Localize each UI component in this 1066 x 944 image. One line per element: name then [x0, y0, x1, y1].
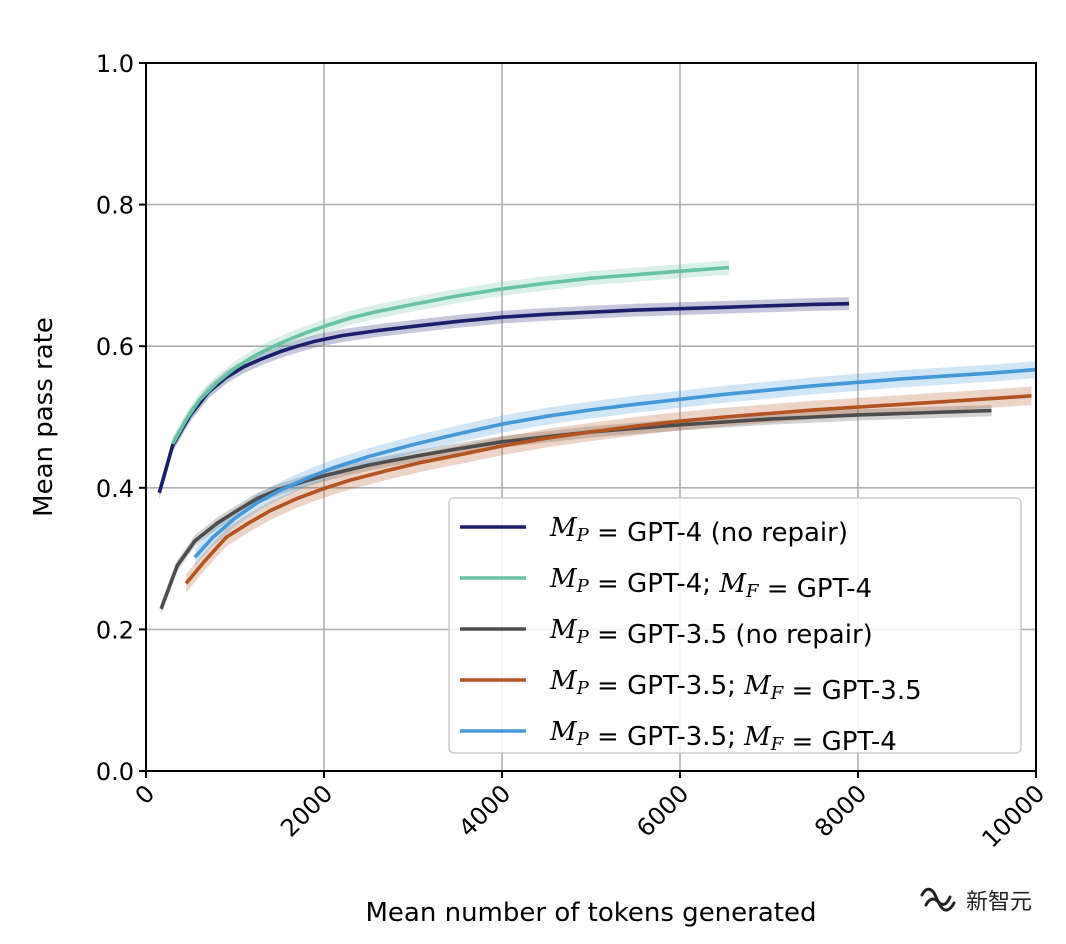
y-tick-label: 0.6 [96, 333, 134, 361]
x-tick-label: 0 [130, 779, 161, 810]
plot-frame [145, 62, 1037, 772]
series-confidence-band [186, 386, 1032, 593]
series-line [159, 408, 992, 610]
watermark-text: 新智元 [965, 890, 1032, 915]
x-tick-label: 4000 [453, 779, 516, 842]
x-tick-label: 10000 [976, 779, 1050, 853]
series-line [171, 265, 730, 445]
legend-label: MP = GPT-3.5; MF = GPT-3.5 [549, 666, 922, 706]
y-axis-title: Mean pass rate [29, 317, 59, 517]
legend: MP = GPT-4 (no repair) MP = GPT-4; MF = G… [448, 497, 1022, 757]
legend-label: MP = GPT-3.5 (no repair) [549, 615, 873, 650]
series-line [193, 367, 1037, 559]
watermark: 新智元 [918, 884, 1032, 916]
axis-ticks: 0 2000 4000 6000 8000 10000 0.0 0.2 0.4 0.6 0.8 1.0 [96, 50, 1050, 853]
x-tick-label: 6000 [631, 779, 694, 842]
series-line [157, 301, 850, 494]
x-tick-label: 2000 [275, 779, 338, 842]
y-tick-label: 0.0 [96, 758, 134, 786]
legend-label: MP = GPT-3.5; MF = GPT-4 [549, 717, 897, 757]
series-lines [157, 265, 1037, 610]
y-tick-label: 0.2 [96, 616, 134, 644]
series-confidence-band [194, 361, 1036, 566]
x-tick-label: 8000 [809, 779, 872, 842]
series-line [184, 394, 1032, 585]
legend-label: MP = GPT-4; MF = GPT-4 [549, 564, 872, 604]
legend-label: MP = GPT-4 (no repair) [549, 513, 848, 548]
legend-box [448, 497, 1022, 754]
y-tick-label: 1.0 [96, 50, 134, 78]
wechat-channel-icon [920, 887, 956, 912]
y-tick-label: 0.4 [96, 475, 134, 503]
y-tick-label: 0.8 [96, 192, 134, 220]
x-axis-title: Mean number of tokens generated [366, 898, 817, 928]
